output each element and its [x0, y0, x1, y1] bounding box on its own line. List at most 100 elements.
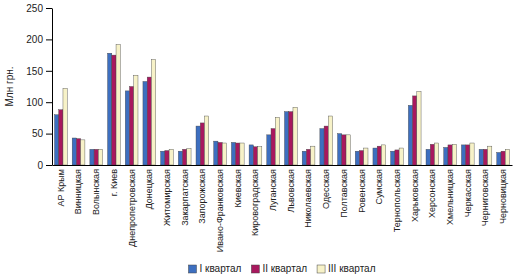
tick-label: АР Крым [56, 169, 66, 206]
legend-item: II квартал [251, 263, 307, 274]
bar [161, 151, 165, 165]
tick-label: Закарпатская [180, 169, 190, 226]
bar [196, 126, 200, 165]
bar [129, 87, 133, 166]
tick-mark [46, 102, 52, 103]
bar [116, 44, 120, 165]
tick-mark [46, 134, 52, 135]
tick: Полтавская [339, 165, 349, 218]
tick-label: Запорожская [197, 169, 207, 224]
x-axis: АР Крым Винницкая Волынская г. Киев Днепропе… [53, 165, 513, 252]
bar [466, 145, 470, 165]
bar [231, 142, 235, 165]
bar [218, 142, 222, 165]
bar [54, 115, 58, 165]
tick: Ровенская [356, 165, 366, 213]
bar [169, 149, 173, 165]
legend-item: I квартал [188, 263, 241, 274]
tick-label: Кировоградская [250, 169, 260, 236]
tick: 250 [26, 3, 52, 14]
tick: Харьковская [410, 165, 420, 222]
y-axis: 050100150200250 [26, 3, 52, 171]
tick-label: 50 [32, 128, 44, 139]
tick-label: Луганская [268, 169, 278, 211]
bar [249, 145, 253, 165]
tick-label: 150 [26, 66, 43, 77]
bar [98, 149, 102, 165]
bar [293, 107, 297, 165]
bar [59, 110, 63, 165]
tick: Ивано-Франковская [215, 165, 225, 252]
legend-swatch [317, 265, 325, 273]
bar [289, 112, 293, 165]
bar [395, 150, 399, 165]
tick-label: Донецкая [144, 169, 154, 209]
bar [488, 146, 492, 165]
bar [426, 149, 430, 165]
bar [94, 149, 98, 165]
tick: Херсонская [427, 165, 437, 218]
tick-label: Сумская [374, 169, 384, 205]
bar [342, 135, 346, 165]
bar [147, 77, 151, 165]
bar [205, 116, 209, 165]
tick: Житомирская [162, 165, 172, 226]
tick: Донецкая [144, 165, 154, 209]
bar [355, 151, 359, 165]
bar [284, 112, 288, 165]
tick: АР Крым [56, 165, 66, 206]
tick: Волынская [91, 165, 101, 215]
bar [399, 148, 403, 165]
bar [81, 140, 85, 165]
bar [214, 141, 218, 165]
tick-mark [46, 71, 52, 72]
legend-item: III квартал [317, 263, 376, 274]
bar [479, 149, 483, 165]
tick-label: 200 [26, 34, 43, 45]
y-axis-line [52, 9, 53, 166]
tick-label: Черновицкая [498, 169, 508, 224]
plot: 050100150200250АР КрымВинницкаяВолынская… [26, 3, 512, 253]
bar [253, 147, 257, 165]
tick-label: Тернопольская [392, 169, 402, 232]
tick-label: Днепропетровская [126, 169, 136, 247]
tick-label: Николаевская [303, 169, 313, 228]
bar [338, 134, 342, 165]
tick: Днепропетровская [126, 165, 136, 247]
legend-label: II квартал [262, 263, 307, 274]
bar [328, 116, 332, 165]
tick: Черкасская [463, 165, 473, 217]
bar [271, 129, 275, 165]
bar [90, 149, 94, 165]
bar [151, 59, 155, 165]
bar [320, 129, 324, 165]
tick-mark [46, 165, 52, 166]
tick-label: Житомирская [162, 169, 172, 226]
tick-label: г. Киев [109, 169, 119, 196]
bar [391, 151, 395, 165]
bar [165, 151, 169, 165]
bar [178, 151, 182, 165]
legend: I квартал II квартал III квартал [188, 263, 375, 274]
tick: 50 [32, 128, 52, 139]
tick: г. Киев [109, 165, 119, 196]
tick: Киевская [233, 165, 243, 207]
bar [373, 148, 377, 165]
bar [444, 147, 448, 165]
bar [364, 148, 368, 165]
bar [258, 147, 262, 165]
legend-swatch [251, 265, 259, 273]
bar [183, 149, 187, 165]
bar [63, 88, 67, 165]
tick-label: Киевская [233, 169, 243, 208]
bar [311, 146, 315, 165]
bar [497, 152, 501, 165]
bar [413, 96, 417, 165]
tick: Тернопольская [392, 165, 402, 232]
tick-label: Черниговская [480, 169, 490, 226]
bar [240, 143, 244, 165]
tick-label: Харьковская [410, 169, 420, 222]
tick-label: Ровенская [356, 169, 366, 213]
tick: Закарпатская [180, 165, 190, 226]
tick-label: Винницкая [73, 169, 83, 214]
